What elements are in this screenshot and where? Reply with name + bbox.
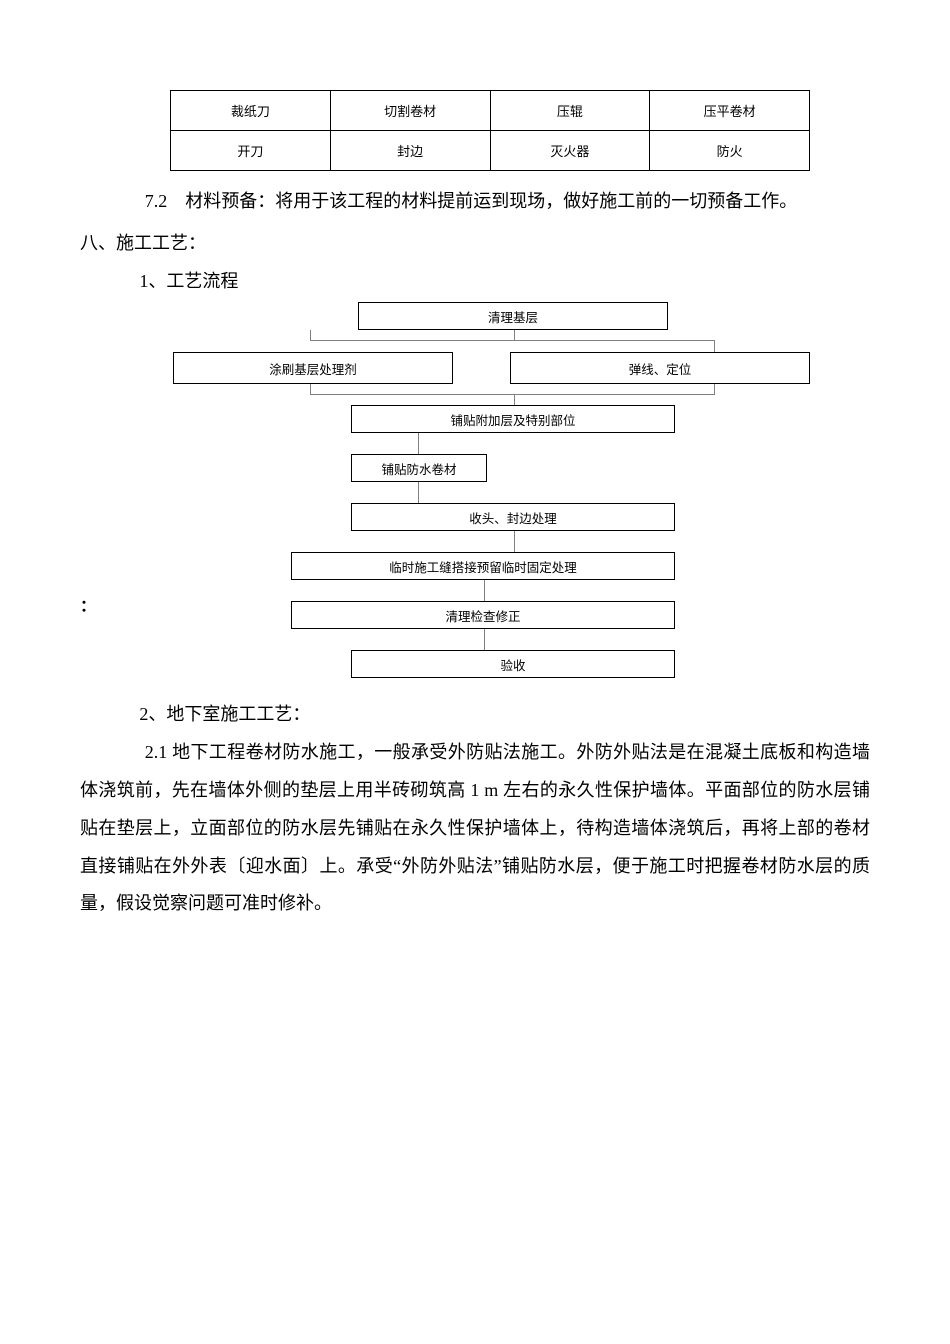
flow-connector [514, 394, 515, 405]
flow-box-b4: 铺贴附加层及特别部位 [351, 405, 675, 433]
paragraph-2-1: 2.1 地下工程卷材防水施工，一般承受外防贴法施工。外防外贴法是在混凝土底板和构… [80, 734, 870, 923]
flow-connector [310, 340, 515, 341]
colon-mark: ： [80, 592, 96, 616]
flow-box-b1: 清理基层 [358, 302, 668, 330]
table-row: 裁纸刀 切割卷材 压辊 压平卷材 [171, 91, 810, 131]
flow-connector [418, 433, 419, 454]
process-flowchart: ： 清理基层涂刷基层处理剂弹线、定位铺贴附加层及特别部位铺贴防水卷材收头、封边处… [110, 302, 830, 702]
cell: 压辊 [490, 91, 650, 131]
flow-connector [514, 394, 715, 395]
flow-connector [418, 482, 419, 503]
cell: 压平卷材 [650, 91, 810, 131]
heading-8: 八、施工工艺： [80, 225, 870, 263]
cell: 裁纸刀 [171, 91, 331, 131]
flow-connector [484, 580, 485, 601]
table-row: 开刀 封边 灭火器 防火 [171, 131, 810, 171]
flow-connector [484, 629, 485, 650]
cell: 防火 [650, 131, 810, 171]
flow-connector [514, 531, 515, 552]
flow-connector [714, 340, 715, 352]
cell: 封边 [330, 131, 490, 171]
flow-box-b3: 弹线、定位 [510, 352, 810, 384]
subheading-1: 1、工艺流程 [80, 263, 870, 301]
cell: 灭火器 [490, 131, 650, 171]
paragraph-7-2: 7.2 材料预备：将用于该工程的材料提前运到现场，做好施工前的一切预备工作。 [80, 183, 870, 221]
flow-box-b8: 清理检查修正 [291, 601, 675, 629]
cell: 开刀 [171, 131, 331, 171]
flow-box-b6: 收头、封边处理 [351, 503, 675, 531]
flow-box-b7: 临时施工缝搭接预留临时固定处理 [291, 552, 675, 580]
flow-connector [310, 394, 515, 395]
cell: 切割卷材 [330, 91, 490, 131]
tool-table-body: 裁纸刀 切割卷材 压辊 压平卷材 开刀 封边 灭火器 防火 [171, 91, 810, 171]
flow-connector [514, 340, 715, 341]
flow-box-b5: 铺贴防水卷材 [351, 454, 487, 482]
flow-box-b2: 涂刷基层处理剂 [173, 352, 453, 384]
flow-box-b9: 验收 [351, 650, 675, 678]
tool-table: 裁纸刀 切割卷材 压辊 压平卷材 开刀 封边 灭火器 防火 [170, 90, 810, 171]
